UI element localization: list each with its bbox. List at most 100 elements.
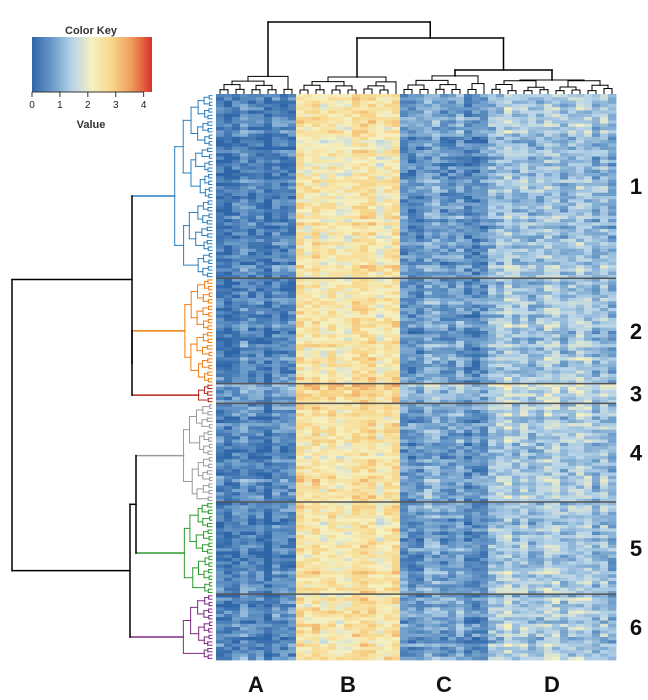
heatmap-cell: [448, 340, 457, 345]
heatmap-cell: [416, 370, 425, 375]
heatmap-cell: [336, 314, 345, 319]
heatmap-cell: [232, 344, 241, 348]
heatmap-cell: [456, 149, 465, 154]
heatmap-cell: [528, 103, 537, 108]
heatmap-cell: [376, 107, 385, 111]
heatmap-cell: [368, 268, 377, 273]
heatmap-cell: [480, 179, 489, 184]
heatmap-cell: [600, 278, 609, 282]
heatmap-cell: [528, 196, 537, 200]
heatmap-cell: [328, 130, 337, 134]
heatmap-cell: [288, 301, 297, 305]
heatmap-cell: [480, 261, 489, 266]
heatmap-cell: [584, 294, 593, 299]
heatmap-cell: [352, 347, 361, 352]
heatmap-cell: [512, 251, 521, 256]
heatmap-cell: [256, 130, 265, 134]
heatmap-cell: [256, 133, 265, 138]
heatmap-cell: [400, 107, 409, 111]
heatmap-cell: [232, 268, 241, 273]
heatmap-cell: [224, 172, 233, 177]
heatmap-cell: [256, 337, 265, 342]
heatmap-cell: [512, 314, 521, 319]
heatmap-cell: [608, 94, 617, 98]
heatmap-cell: [496, 133, 505, 138]
heatmap-cell: [576, 294, 585, 299]
heatmap-cell: [288, 136, 297, 141]
heatmap-cell: [400, 337, 409, 342]
heatmap-cell: [304, 370, 313, 375]
heatmap-cell: [384, 314, 393, 319]
heatmap-cell: [456, 350, 465, 355]
heatmap-cell: [488, 242, 497, 246]
heatmap-cell: [280, 284, 289, 289]
heatmap-cell: [232, 202, 241, 207]
heatmap-cell: [248, 172, 257, 177]
heatmap-cell: [400, 232, 409, 236]
heatmap-cell: [544, 192, 553, 197]
heatmap-cell: [360, 344, 369, 348]
heatmap-cell: [248, 110, 257, 115]
heatmap-cell: [552, 238, 561, 243]
heatmap-cell: [608, 344, 617, 348]
heatmap-cell: [456, 251, 465, 256]
heatmap-cell: [304, 146, 313, 151]
heatmap-cell: [592, 301, 601, 305]
heatmap-cell: [280, 209, 289, 213]
heatmap-cell: [240, 255, 249, 259]
heatmap-cell: [584, 140, 593, 144]
heatmap-cell: [328, 140, 337, 144]
heatmap-cell: [232, 107, 241, 111]
heatmap-cell: [240, 291, 249, 296]
heatmap-cell: [288, 205, 297, 210]
heatmap-cell: [480, 153, 489, 157]
heatmap-cell: [224, 330, 233, 335]
heatmap-cell: [512, 209, 521, 213]
heatmap-cell: [560, 301, 569, 305]
heatmap-cell: [312, 235, 321, 240]
heatmap-cell: [392, 140, 401, 144]
heatmap-cell: [544, 334, 553, 338]
heatmap-cell: [536, 179, 545, 184]
heatmap-cell: [592, 265, 601, 269]
heatmap-cell: [424, 251, 433, 256]
heatmap-cell: [248, 107, 257, 111]
heatmap-cell: [384, 176, 393, 180]
heatmap-cell: [488, 334, 497, 338]
heatmap-cell: [384, 169, 393, 174]
heatmap-cell: [408, 209, 417, 213]
heatmap-cell: [368, 337, 377, 342]
heatmap-cell: [336, 136, 345, 141]
heatmap-cell: [240, 284, 249, 289]
heatmap-cell: [576, 344, 585, 348]
heatmap-cell: [296, 110, 305, 115]
heatmap-cell: [384, 278, 393, 282]
heatmap-cell: [352, 196, 361, 200]
heatmap-cell: [592, 337, 601, 342]
heatmap-cell: [224, 120, 233, 125]
heatmap-cell: [440, 324, 449, 329]
heatmap-cell: [528, 347, 537, 352]
heatmap-cell: [216, 245, 225, 250]
heatmap-cell: [480, 222, 489, 227]
heatmap-cell: [320, 123, 329, 128]
heatmap-cell: [592, 225, 601, 230]
heatmap-cell: [360, 186, 369, 190]
heatmap-cell: [288, 100, 297, 105]
heatmap-cell: [368, 159, 377, 164]
heatmap-cell: [232, 140, 241, 144]
heatmap-cell: [312, 153, 321, 157]
heatmap-cell: [232, 278, 241, 282]
heatmap-cell: [312, 317, 321, 322]
heatmap-cell: [360, 261, 369, 266]
color-key-tick-label: 0: [29, 100, 35, 111]
heatmap-cell: [312, 357, 321, 361]
heatmap-cell: [592, 278, 601, 282]
heatmap-cell: [608, 126, 617, 131]
heatmap-cell: [288, 192, 297, 197]
heatmap-cell: [544, 153, 553, 157]
heatmap-cell: [304, 271, 313, 276]
heatmap-cell: [320, 330, 329, 335]
heatmap-cell: [320, 169, 329, 174]
heatmap-cell: [456, 314, 465, 319]
